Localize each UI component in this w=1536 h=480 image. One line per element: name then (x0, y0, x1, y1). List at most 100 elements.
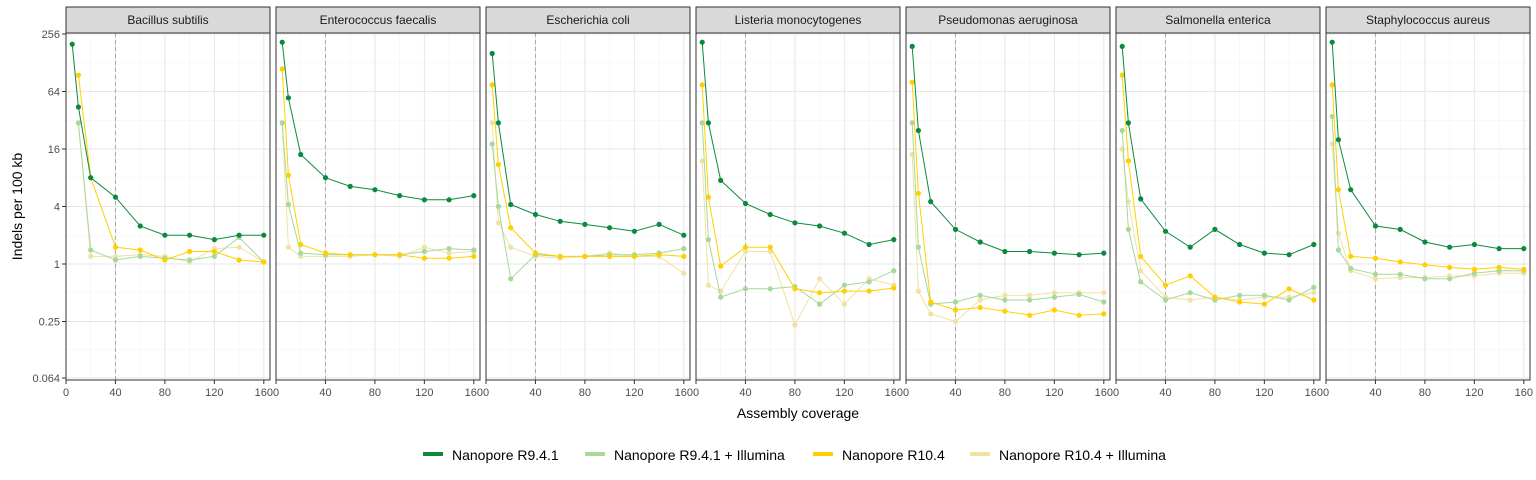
legend-item: Nanopore R9.4.1 + Illumina (585, 447, 785, 463)
data-point (236, 257, 242, 263)
data-point (279, 39, 285, 45)
x-tick-label: 120 (625, 387, 643, 399)
series (1119, 43, 1317, 258)
data-point (742, 248, 749, 255)
data-point (397, 193, 403, 199)
series (1119, 72, 1317, 307)
data-point (792, 220, 798, 226)
data-point (1311, 284, 1317, 290)
data-point (1187, 290, 1193, 296)
data-point (742, 200, 749, 207)
data-point (1027, 248, 1033, 255)
data-point (261, 232, 267, 238)
panel-border (695, 32, 901, 381)
data-point (446, 250, 452, 256)
data-point (1187, 297, 1193, 303)
data-point (211, 253, 217, 259)
series-line (281, 42, 474, 201)
series-line (701, 42, 894, 246)
data-point (495, 203, 501, 210)
x-tick-label: 40 (1159, 387, 1171, 399)
panel-border (275, 32, 481, 381)
series (489, 50, 687, 238)
series-line (281, 68, 474, 259)
data-point (817, 290, 823, 296)
x-tick-label: 120 (1045, 387, 1063, 399)
data-point (705, 282, 712, 288)
data-point (1051, 294, 1057, 300)
data-point (75, 120, 81, 126)
y-tick-label: 0.25 (39, 316, 60, 328)
data-point (817, 276, 823, 282)
data-point (1397, 271, 1403, 277)
data-point (489, 141, 495, 147)
facet-panel: Bacillus subtilis 0 40 80 120 160 (63, 6, 273, 399)
data-point (705, 120, 712, 126)
x-tick-label: 120 (205, 387, 223, 399)
data-point (1335, 187, 1341, 193)
data-point (1162, 228, 1169, 234)
data-point (285, 244, 291, 250)
data-point (285, 95, 291, 101)
data-point (909, 43, 915, 50)
x-tick-label: 80 (579, 387, 591, 399)
series-line (701, 84, 894, 294)
gridlines (905, 33, 1110, 380)
data-point (1311, 297, 1317, 303)
series-line (1331, 116, 1524, 280)
legend-key (585, 452, 605, 456)
data-point (866, 241, 872, 248)
x-axis: 0 40 80 120 160 (63, 380, 273, 399)
data-point (557, 253, 563, 259)
data-point (1125, 120, 1131, 126)
data-point (1496, 264, 1502, 270)
x-tick-label: 80 (159, 387, 171, 399)
data-point (471, 193, 477, 199)
series (909, 79, 1107, 318)
data-point (1335, 230, 1341, 236)
series (699, 120, 897, 307)
data-point (1422, 262, 1428, 268)
x-tick-label: 80 (1419, 387, 1431, 399)
data-point (1027, 292, 1033, 298)
series-line (1331, 144, 1524, 280)
data-point (75, 104, 81, 110)
y-axis-title: Indels per 100 kb (9, 153, 25, 261)
data-point (187, 232, 193, 238)
x-tick-label: 40 (1369, 387, 1381, 399)
x-tick-label: 0 (63, 387, 69, 399)
data-point (1237, 241, 1243, 248)
data-point (742, 244, 749, 250)
facet-strip (1115, 6, 1321, 34)
x-tick-label: 40 (109, 387, 121, 399)
y-tick-label: 0.064 (32, 373, 60, 385)
data-point (347, 252, 353, 258)
x-tick-label: 80 (369, 387, 381, 399)
x-axis: 0 40 80 120 160 (903, 380, 1113, 399)
data-point (1125, 226, 1131, 232)
data-point (1261, 292, 1267, 298)
legend-label: Nanopore R9.4.1 + Illumina (614, 447, 785, 463)
data-point (607, 253, 613, 259)
series-line (911, 122, 1104, 305)
data-point (1119, 43, 1125, 50)
data-point (508, 244, 514, 250)
data-point (1286, 286, 1292, 292)
data-point (1138, 196, 1144, 202)
data-point (211, 248, 217, 255)
x-tick-label: 40 (739, 387, 751, 399)
data-point (1397, 226, 1403, 232)
x-axis: 0 40 80 120 160 (483, 380, 693, 399)
data-point (915, 244, 922, 250)
data-point (952, 307, 959, 313)
data-point (421, 248, 427, 255)
data-point (112, 194, 119, 200)
data-point (767, 211, 773, 218)
series (699, 82, 897, 296)
data-point (1348, 253, 1354, 259)
series-line (491, 122, 685, 274)
data-point (1397, 259, 1403, 265)
data-point (792, 322, 798, 328)
data-point (69, 41, 75, 47)
